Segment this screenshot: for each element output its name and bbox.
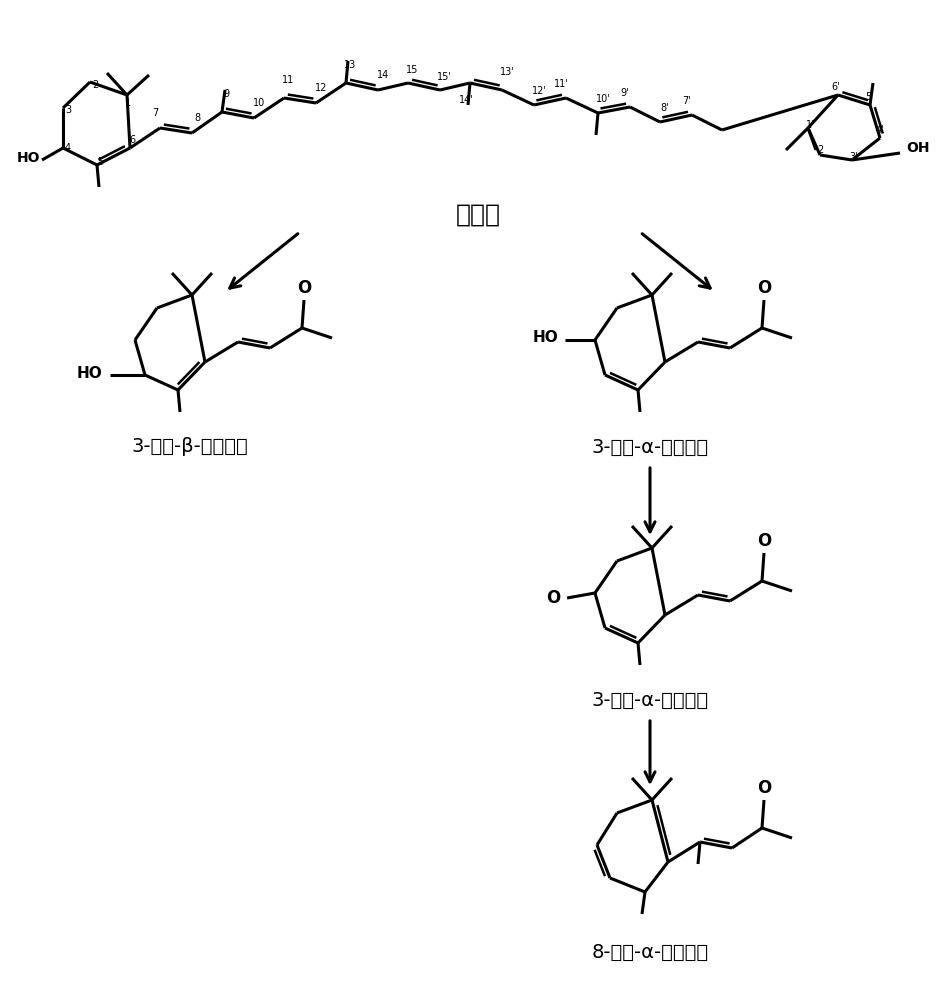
Text: 6: 6 xyxy=(129,135,135,145)
Text: 4': 4' xyxy=(876,125,884,135)
Text: 1: 1 xyxy=(125,98,131,108)
Text: O: O xyxy=(757,532,771,550)
Text: 3-氧化-α-紫罗兰酮: 3-氧化-α-紫罗兰酮 xyxy=(592,690,708,710)
Text: 11': 11' xyxy=(553,79,569,89)
Text: 4: 4 xyxy=(65,143,71,153)
Text: 15: 15 xyxy=(406,65,418,75)
Text: 10: 10 xyxy=(253,98,265,108)
Text: 8-甲基-α-紫罗兰酮: 8-甲基-α-紫罗兰酮 xyxy=(592,942,708,962)
Text: 9': 9' xyxy=(621,88,630,98)
Text: O: O xyxy=(297,279,311,297)
Text: 7': 7' xyxy=(683,96,691,106)
Text: 8: 8 xyxy=(194,113,200,123)
Text: 2: 2 xyxy=(817,145,824,155)
Text: 3-羟基-β-紫罗兰酮: 3-羟基-β-紫罗兰酮 xyxy=(131,438,248,456)
Text: 7: 7 xyxy=(152,108,158,118)
Text: 6': 6' xyxy=(832,82,841,92)
Text: 12': 12' xyxy=(532,86,547,96)
Text: 5': 5' xyxy=(865,92,874,102)
Text: 5: 5 xyxy=(97,157,103,167)
Text: HO: HO xyxy=(16,151,40,165)
Text: 1': 1' xyxy=(805,120,814,130)
Text: 13: 13 xyxy=(344,60,356,70)
Text: 11: 11 xyxy=(281,75,294,85)
Text: O: O xyxy=(546,589,560,607)
Text: 15': 15' xyxy=(437,72,452,82)
Text: 10': 10' xyxy=(595,94,611,104)
Text: 14: 14 xyxy=(377,70,389,80)
Text: HO: HO xyxy=(533,330,558,346)
Text: HO: HO xyxy=(77,365,103,380)
Text: 14': 14' xyxy=(458,95,474,105)
Text: 3': 3' xyxy=(849,152,859,162)
Text: 3-羟基-α-紫罗兰酮: 3-羟基-α-紫罗兰酮 xyxy=(592,438,708,456)
Text: 2: 2 xyxy=(92,80,98,90)
Text: 9: 9 xyxy=(223,89,229,99)
Text: 叶黄素: 叶黄素 xyxy=(456,203,500,227)
Text: OH: OH xyxy=(906,141,930,155)
Text: O: O xyxy=(757,779,771,797)
Text: 8': 8' xyxy=(661,103,670,113)
Text: 13': 13' xyxy=(499,67,514,77)
Text: O: O xyxy=(757,279,771,297)
Text: 12: 12 xyxy=(315,83,327,93)
Text: 3: 3 xyxy=(65,105,71,115)
